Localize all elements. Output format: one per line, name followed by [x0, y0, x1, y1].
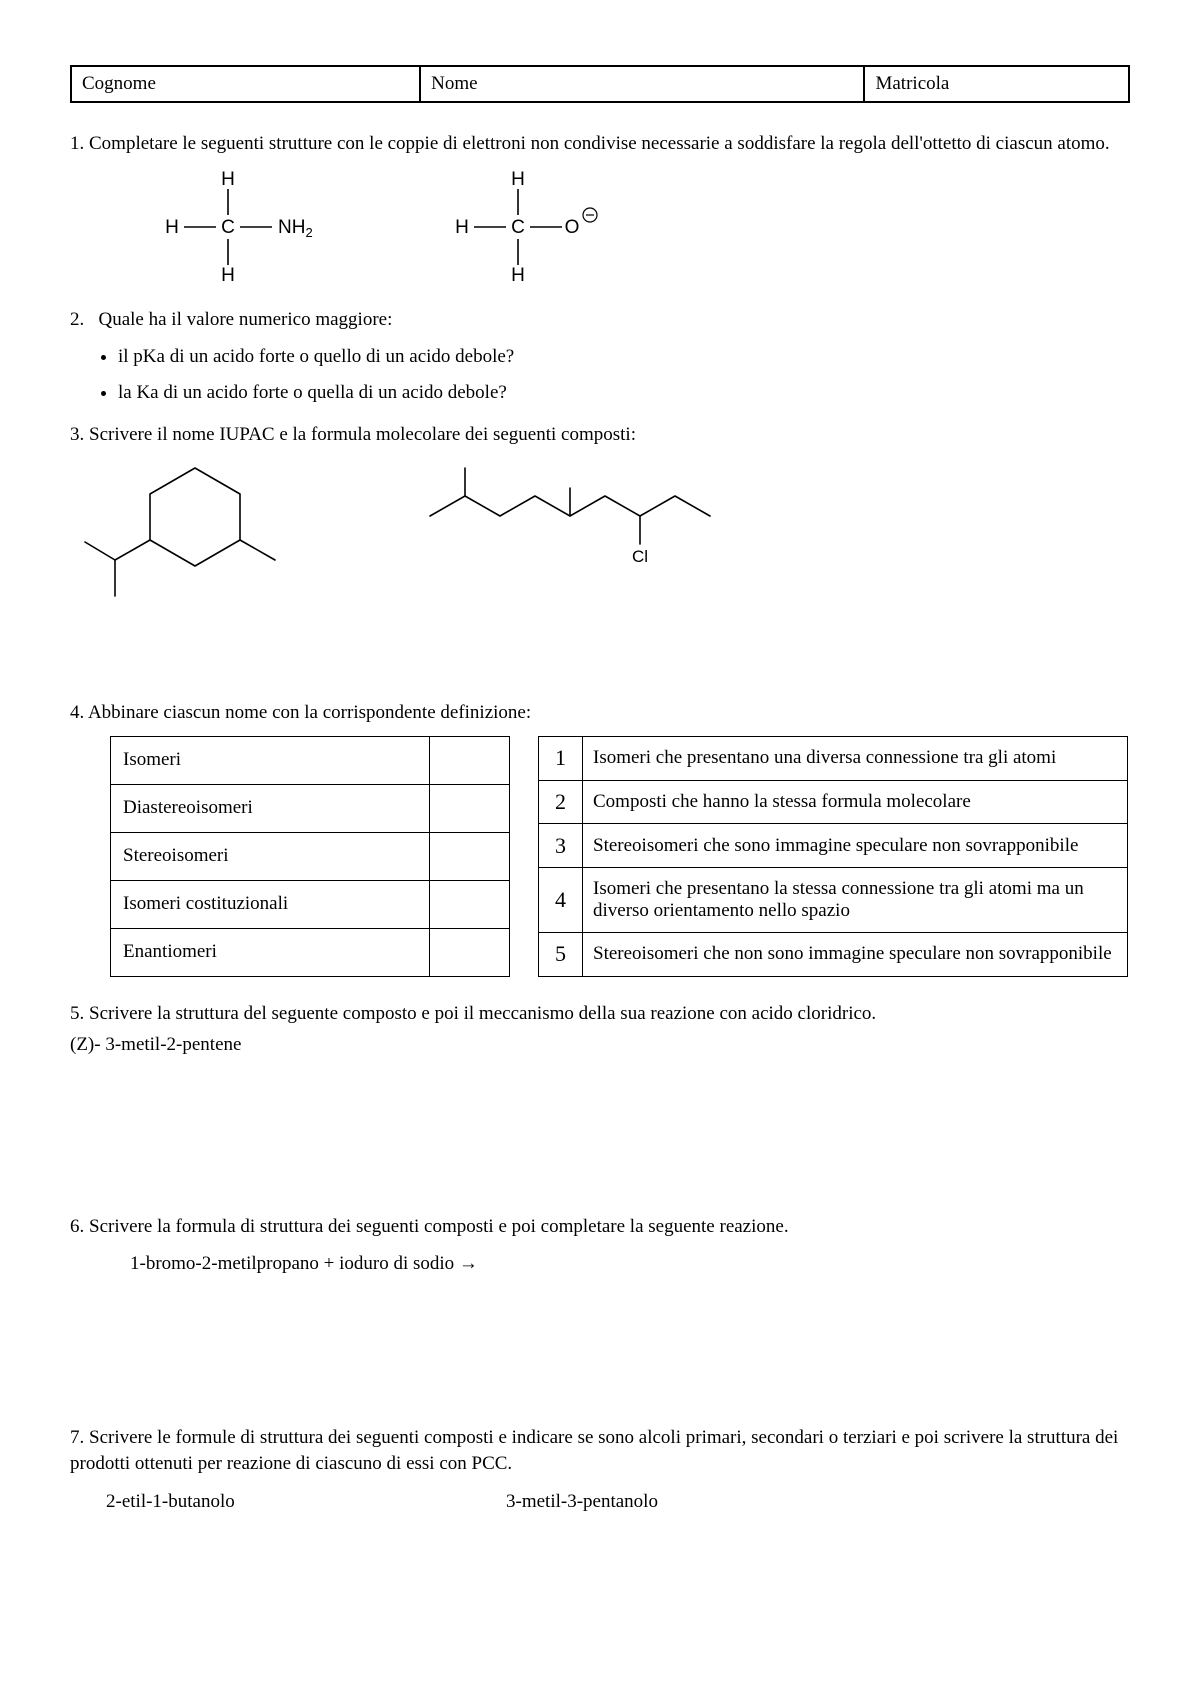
q3-num: 3. — [70, 424, 84, 445]
svg-text:O: O — [565, 217, 580, 238]
q4-left-4-blank[interactable] — [430, 880, 510, 928]
q3-mol2: Cl — [420, 456, 750, 586]
question-4: 4. Abbinare ciascun nome con la corrispo… — [70, 700, 1130, 726]
q6-reaction: 1-bromo-2-metilpropano + ioduro di sodio… — [130, 1253, 1130, 1275]
q4-left-table: Isomeri Diastereoisomeri Stereoisomeri I… — [110, 736, 510, 977]
q4-left-2-blank[interactable] — [430, 784, 510, 832]
question-5: 5. Scrivere la struttura del seguente co… — [70, 1001, 1130, 1027]
question-2: 2. Quale ha il valore numerico maggiore: — [70, 307, 1130, 333]
q4-r2-t: Composti che hanno la stessa formula mol… — [583, 780, 1128, 824]
q4-r3-n: 3 — [539, 824, 583, 868]
q4-text: Abbinare ciascun nome con la corrisponde… — [88, 702, 531, 723]
q4-left-1-blank[interactable] — [430, 736, 510, 784]
svg-text:C: C — [511, 217, 525, 238]
q7-c2: 3-metil-3-pentanolo — [506, 1491, 658, 1513]
q2-bullet-2: la Ka di un acido forte o quella di un a… — [118, 382, 1130, 404]
q4-r3-t: Stereoisomeri che sono immagine specular… — [583, 824, 1128, 868]
svg-text:NH2: NH2 — [278, 217, 313, 240]
q2-bullets: il pKa di un acido forte o quello di un … — [118, 346, 1130, 404]
q3-structures: Cl — [80, 456, 1130, 606]
q4-left-3-blank[interactable] — [430, 832, 510, 880]
svg-text:H: H — [165, 217, 179, 238]
q3-text: Scrivere il nome IUPAC e la formula mole… — [89, 424, 636, 445]
q1-mol1: H H H C NH2 — [150, 167, 340, 287]
question-1: 1. Completare le seguenti strutture con … — [70, 131, 1130, 157]
q4-r5-n: 5 — [539, 932, 583, 976]
q4-left-4: Isomeri costituzionali — [111, 880, 430, 928]
q4-left-2: Diastereoisomeri — [111, 784, 430, 832]
q4-r1-n: 1 — [539, 736, 583, 780]
q2-text: Quale ha il valore numerico maggiore: — [99, 309, 393, 330]
header-matricola: Matricola — [875, 73, 949, 94]
q4-r4-t: Isomeri che presentano la stessa conness… — [583, 868, 1128, 932]
svg-text:C: C — [221, 217, 235, 238]
q7-compounds: 2-etil-1-butanolo 3-metil-3-pentanolo — [106, 1491, 1130, 1513]
q3-mol1 — [80, 456, 310, 606]
svg-text:H: H — [221, 169, 235, 190]
q6-text: Scrivere la formula di struttura dei seg… — [89, 1216, 789, 1237]
q6-num: 6. — [70, 1216, 84, 1237]
q5-num: 5. — [70, 1003, 84, 1024]
q4-r1-t: Isomeri che presentano una diversa conne… — [583, 736, 1128, 780]
svg-text:H: H — [455, 217, 469, 238]
q4-r2-n: 2 — [539, 780, 583, 824]
q4-right-table: 1Isomeri che presentano una diversa conn… — [538, 736, 1128, 977]
q5-compound: (Z)- 3-metil-2-pentene — [70, 1032, 1130, 1058]
q4-left-3: Stereoisomeri — [111, 832, 430, 880]
q7-c1: 2-etil-1-butanolo — [106, 1491, 506, 1513]
question-6: 6. Scrivere la formula di struttura dei … — [70, 1214, 1130, 1240]
q7-num: 7. — [70, 1427, 84, 1448]
svg-text:H: H — [511, 169, 525, 190]
header-nome: Nome — [431, 73, 477, 94]
q4-num: 4. — [70, 702, 84, 723]
q2-bullet-1: il pKa di un acido forte o quello di un … — [118, 346, 1130, 368]
svg-text:H: H — [511, 265, 525, 286]
q4-r4-n: 4 — [539, 868, 583, 932]
q1-mol2: H H H C O — [440, 167, 630, 287]
question-3: 3. Scrivere il nome IUPAC e la formula m… — [70, 422, 1130, 448]
q4-left-1: Isomeri — [111, 736, 430, 784]
q1-text: Completare le seguenti strutture con le … — [89, 133, 1110, 154]
q4-tables: Isomeri Diastereoisomeri Stereoisomeri I… — [110, 736, 1130, 977]
q7-text: Scrivere le formule di struttura dei seg… — [70, 1427, 1118, 1474]
q5-text: Scrivere la struttura del seguente compo… — [89, 1003, 876, 1024]
svg-text:H: H — [221, 265, 235, 286]
svg-text:Cl: Cl — [632, 547, 648, 566]
header-cognome: Cognome — [82, 73, 156, 94]
q1-num: 1. — [70, 133, 84, 154]
q1-structures: H H H C NH2 H H H C O — [150, 167, 1130, 287]
question-7: 7. Scrivere le formule di struttura dei … — [70, 1425, 1130, 1476]
q4-left-5-blank[interactable] — [430, 928, 510, 976]
header-table: Cognome Nome Matricola — [70, 65, 1130, 103]
q2-num: 2. — [70, 309, 84, 330]
q4-r5-t: Stereoisomeri che non sono immagine spec… — [583, 932, 1128, 976]
q4-left-5: Enantiomeri — [111, 928, 430, 976]
